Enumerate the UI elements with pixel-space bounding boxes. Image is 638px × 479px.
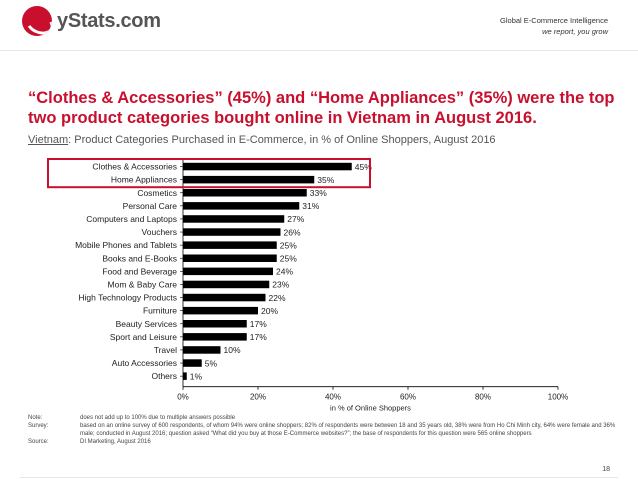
bar [183,293,266,302]
slide-title: “Clothes & Accessories” (45%) and “Home … [28,89,615,127]
value-label: 5% [205,358,218,368]
category-label: Vouchers [142,227,177,237]
bar [183,241,277,249]
subtitle-text: : Product Categories Purchased in E-Comm… [68,134,496,146]
x-tick-label: 60% [400,393,416,402]
x-tick-label: 80% [475,393,491,402]
bar [183,162,352,171]
tagline-line-1: Global E-Commerce Intelligence [500,16,608,25]
survey-row: Survey: based on an online survey of 600… [28,422,618,438]
value-label: 20% [261,306,278,316]
category-label: High Technology Products [78,293,177,303]
page-header: yStats.com Global E-Commerce Intelligenc… [0,0,638,70]
category-label: Mom & Baby Care [108,279,178,289]
footnotes: Note: does not add up to 100% due to mul… [28,414,618,446]
value-label: 25% [280,253,297,263]
value-label: 23% [272,280,289,290]
bar [183,346,221,354]
note-label: Note: [28,415,43,421]
value-label: 27% [287,214,304,224]
bar [183,306,258,315]
tagline: Global E-Commerce Intelligence we report… [500,15,608,37]
category-label: Sport and Leisure [110,332,177,342]
bar [183,359,202,367]
bar [183,280,270,289]
survey-label: Survey: [28,423,49,429]
category-label: Beauty Services [116,319,177,329]
tagline-line-2: we report, you grow [542,27,608,36]
bar [183,228,281,236]
logo-mark-icon [22,6,52,36]
value-label: 22% [269,293,286,303]
chart-subtitle: Vietnam: Product Categories Purchased in… [28,134,496,146]
category-label: Mobile Phones and Tablets [75,240,177,250]
bar-chart: 0% 20% 40% 60% 80% 100% in % of Online Shopper… [47,158,568,413]
logo-text: yStats.com [57,9,161,32]
bar [183,254,277,262]
value-label: 10% [224,345,241,355]
source-row: Source: DI Marketing, August 2016 [28,438,618,446]
page-number: 18 [602,466,610,473]
x-tick-label: 20% [250,393,266,402]
bar [183,267,273,276]
ystats-logo[interactable]: yStats.com [22,6,161,36]
footer-divider [20,477,618,478]
x-tick-label: 100% [548,393,568,402]
note-row: Note: does not add up to 100% due to mul… [28,414,618,422]
value-label: 25% [280,240,297,250]
survey-text: based on an online survey of 600 respond… [80,423,616,437]
value-label: 17% [250,332,267,342]
bar [183,372,187,380]
category-label: Travel [154,345,177,355]
x-tick-label: 0% [177,393,189,402]
value-label: 35% [317,175,334,185]
x-tick-label: 40% [325,393,341,402]
category-label: Furniture [143,306,177,316]
value-label: 45% [355,162,372,172]
bar [183,320,247,328]
value-label: 26% [284,227,301,237]
category-label: Food and Beverage [102,266,177,276]
header-divider [0,50,638,51]
highlight-box [47,158,371,189]
bar [183,175,315,184]
value-label: 31% [302,201,319,211]
value-label: 33% [310,188,327,198]
category-label: Cosmetics [137,188,177,198]
note-text: does not add up to 100% due to multiple … [80,415,236,421]
category-label: Others [151,371,177,381]
value-label: 1% [190,371,203,381]
category-label: Books and E-Books [102,253,177,263]
category-label: Home Appliances [111,175,177,185]
value-label: 24% [276,267,293,277]
bar [183,189,307,197]
category-label: Personal Care [123,201,178,211]
x-axis-title: in % of Online Shoppers [330,404,411,413]
bar [183,202,300,210]
category-label: Auto Accessories [112,358,177,368]
bar [183,215,285,223]
source-label: Source: [28,439,49,445]
source-text: DI Marketing, August 2016 [80,439,151,445]
subtitle-country: Vietnam [28,134,69,146]
value-label: 17% [250,319,267,329]
category-label: Computers and Laptops [86,214,177,224]
bar [183,333,247,341]
category-label: Clothes & Accessories [92,162,177,172]
